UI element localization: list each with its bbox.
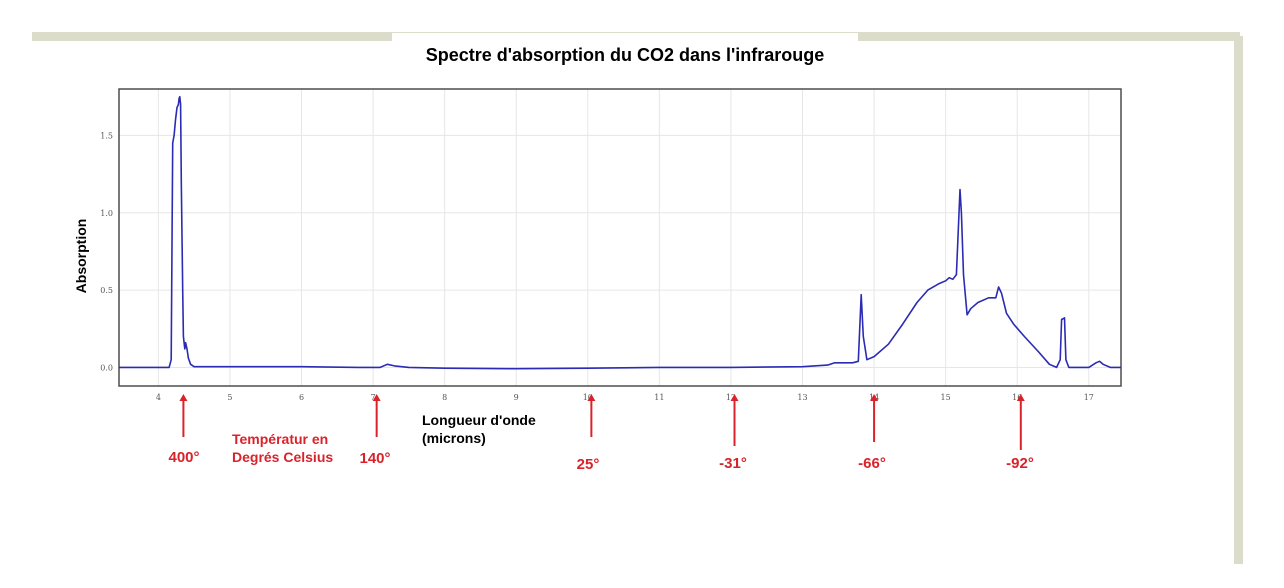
temperature-arrow-head: [730, 394, 739, 401]
x-tick-label: 17: [1084, 393, 1094, 402]
x-tick-label: 13: [797, 393, 807, 402]
temperature-caption: Températur en Degrés Celsius: [232, 430, 333, 466]
temperature-arrow: [179, 394, 188, 437]
frame-right-border: [1234, 36, 1243, 564]
temperature-label-minus-31: -31°: [719, 455, 747, 472]
chart-title: Spectre d'absorption du CO2 dans l'infra…: [392, 33, 858, 77]
x-tick-label: 5: [227, 393, 232, 402]
x-tick-label: 12: [726, 393, 736, 402]
temperature-arrow-head: [372, 394, 381, 401]
temperature-arrow-head: [870, 394, 879, 401]
y-tick-label: 1.5: [100, 131, 113, 140]
temperature-arrow-head: [179, 394, 188, 401]
temperature-label-minus-92: -92°: [1006, 455, 1034, 472]
absorption-series-line: [119, 95, 1121, 370]
x-tick-label: 8: [442, 393, 447, 402]
x-axis-label-line-2: (microns): [422, 430, 486, 446]
x-tick-label: 4: [156, 393, 161, 402]
x-tick-label: 9: [514, 393, 519, 402]
temperature-label-140: 140°: [359, 450, 391, 467]
temperature-label-minus-66: -66°: [858, 455, 886, 472]
x-tick-label: 16: [1012, 393, 1022, 402]
y-tick-label: 0.5: [100, 286, 113, 295]
temperature-arrow: [587, 394, 596, 437]
temperature-label-400: 400°: [168, 449, 200, 466]
plot-frame: [118, 88, 1122, 387]
x-tick-label: 10: [583, 393, 593, 402]
chart-ticks: 45678910111213141516170.00.51.01.5: [100, 131, 1094, 402]
temperature-arrow: [730, 394, 739, 446]
temperature-caption-line-1: Températur en: [232, 431, 329, 447]
temperature-arrow-head: [1016, 394, 1025, 401]
x-tick-label: 6: [299, 393, 304, 402]
temperature-arrow-head: [587, 394, 596, 401]
x-tick-label: 7: [371, 393, 376, 402]
y-tick-label: 0.0: [100, 363, 113, 372]
temperature-arrow: [870, 394, 879, 442]
y-tick-label: 1.0: [100, 209, 113, 218]
x-axis-label-line-1: Longueur d'onde: [422, 412, 536, 428]
y-axis-label: Absorption: [73, 218, 89, 294]
x-axis-label: Longueur d'onde (microns): [422, 411, 536, 447]
temperature-arrow: [1016, 394, 1025, 450]
temperature-label-25: 25°: [576, 456, 600, 473]
temperature-caption-line-2: Degrés Celsius: [232, 449, 334, 465]
temperature-arrows: [179, 394, 1025, 450]
temperature-arrow: [372, 394, 381, 437]
x-tick-label: 11: [654, 393, 664, 402]
chart-grid: [119, 89, 1121, 386]
x-tick-label: 15: [941, 393, 951, 402]
